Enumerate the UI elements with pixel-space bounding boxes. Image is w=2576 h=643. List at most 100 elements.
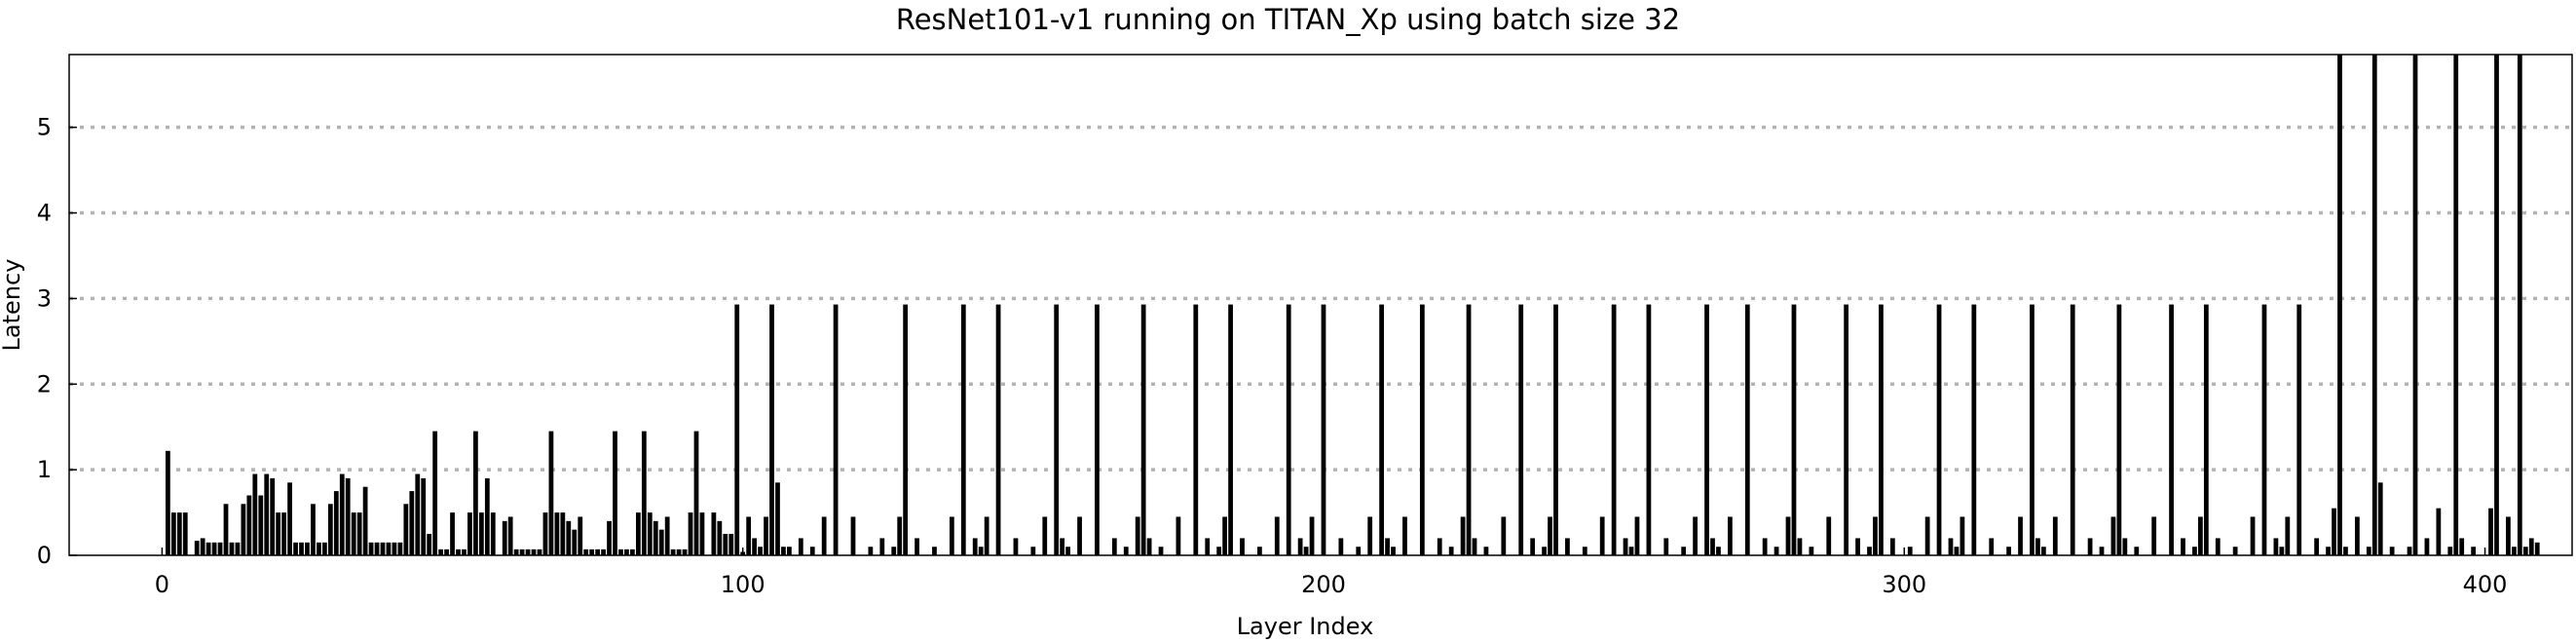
bar bbox=[2371, 55, 2377, 555]
bar bbox=[270, 477, 276, 555]
bar-series bbox=[165, 55, 2540, 555]
bar bbox=[717, 520, 723, 555]
y-tick-label: 1 bbox=[37, 456, 52, 483]
bar bbox=[647, 512, 653, 555]
bar bbox=[578, 516, 583, 555]
bar bbox=[409, 491, 415, 555]
bar bbox=[746, 516, 752, 555]
bar bbox=[781, 547, 786, 555]
bar bbox=[1693, 516, 1698, 555]
y-tick-label: 0 bbox=[37, 542, 52, 569]
bar bbox=[1960, 516, 1965, 555]
bar bbox=[1385, 538, 1390, 555]
bar bbox=[2040, 547, 2046, 555]
bar bbox=[421, 477, 427, 555]
bar bbox=[1548, 516, 1552, 555]
x-tick-label: 300 bbox=[1882, 571, 1926, 598]
bar bbox=[299, 542, 304, 555]
bar bbox=[2528, 538, 2534, 555]
bar bbox=[484, 477, 490, 555]
bar bbox=[1809, 547, 1814, 555]
bar bbox=[2337, 55, 2342, 555]
bar bbox=[1303, 547, 1309, 555]
bar bbox=[241, 504, 246, 555]
bar bbox=[1472, 538, 1477, 555]
bar bbox=[1042, 516, 1048, 555]
bar bbox=[752, 538, 757, 555]
bar bbox=[507, 516, 513, 555]
bar bbox=[2522, 547, 2528, 555]
bar bbox=[432, 431, 438, 555]
bar bbox=[641, 431, 647, 555]
chart-title: ResNet101-v1 running on TITAN_Xp using b… bbox=[895, 3, 1681, 36]
bar bbox=[2412, 55, 2418, 555]
bar bbox=[1971, 304, 1977, 555]
gridlines bbox=[69, 125, 2572, 472]
bar bbox=[2087, 538, 2093, 555]
x-axis-ticks: 0 100 200 300 400 bbox=[155, 548, 2507, 598]
bar bbox=[2110, 516, 2116, 555]
bar bbox=[2052, 516, 2058, 555]
bar bbox=[1879, 304, 1884, 555]
bar bbox=[211, 542, 217, 555]
bar bbox=[311, 504, 316, 555]
bar bbox=[676, 548, 682, 555]
bar bbox=[2389, 547, 2395, 555]
bar bbox=[1466, 304, 1472, 555]
bar bbox=[2424, 538, 2430, 555]
bar bbox=[1762, 538, 1768, 555]
bar bbox=[467, 512, 472, 555]
bar bbox=[2488, 508, 2493, 555]
y-axis-title: Latency bbox=[0, 259, 25, 352]
bar bbox=[1257, 547, 1262, 555]
bar bbox=[1989, 538, 1995, 555]
bar bbox=[2197, 516, 2203, 555]
bar bbox=[1222, 516, 1227, 555]
y-tick-label: 3 bbox=[37, 284, 52, 312]
bar bbox=[1483, 547, 1489, 555]
bar bbox=[2122, 538, 2128, 555]
bar bbox=[1582, 547, 1587, 555]
bar bbox=[1437, 538, 1442, 555]
bar bbox=[2203, 304, 2209, 555]
bar bbox=[2436, 508, 2442, 555]
bar bbox=[542, 512, 548, 555]
bar bbox=[333, 491, 339, 555]
bar bbox=[868, 547, 874, 555]
bar bbox=[235, 542, 241, 555]
bar bbox=[264, 473, 270, 555]
bar bbox=[879, 538, 885, 555]
bar bbox=[1216, 547, 1222, 555]
bar bbox=[182, 512, 188, 555]
bar bbox=[2134, 547, 2140, 555]
bar bbox=[1954, 547, 1960, 555]
bar bbox=[1240, 538, 1245, 555]
bar bbox=[595, 548, 601, 555]
bar bbox=[1785, 516, 1791, 555]
bar bbox=[2006, 547, 2011, 555]
bar bbox=[1646, 304, 1652, 555]
bar bbox=[1419, 304, 1425, 555]
bar bbox=[2151, 516, 2157, 555]
bar bbox=[392, 542, 397, 555]
bar bbox=[1797, 538, 1803, 555]
bar bbox=[984, 516, 989, 555]
bar bbox=[2018, 516, 2023, 555]
bar bbox=[403, 504, 409, 555]
bar bbox=[2296, 304, 2302, 555]
bar bbox=[1391, 547, 1396, 555]
bar bbox=[664, 516, 670, 555]
bar bbox=[1728, 516, 1733, 555]
bar bbox=[583, 548, 589, 555]
bar bbox=[2517, 55, 2522, 555]
bar bbox=[276, 512, 281, 555]
bar bbox=[2354, 516, 2360, 555]
bar bbox=[2447, 547, 2453, 555]
bar bbox=[380, 542, 386, 555]
bar bbox=[1867, 547, 1872, 555]
bar bbox=[693, 431, 699, 555]
y-tick-label: 2 bbox=[37, 370, 52, 397]
bar bbox=[775, 482, 780, 555]
bar bbox=[2494, 55, 2499, 555]
bar bbox=[2070, 304, 2075, 555]
